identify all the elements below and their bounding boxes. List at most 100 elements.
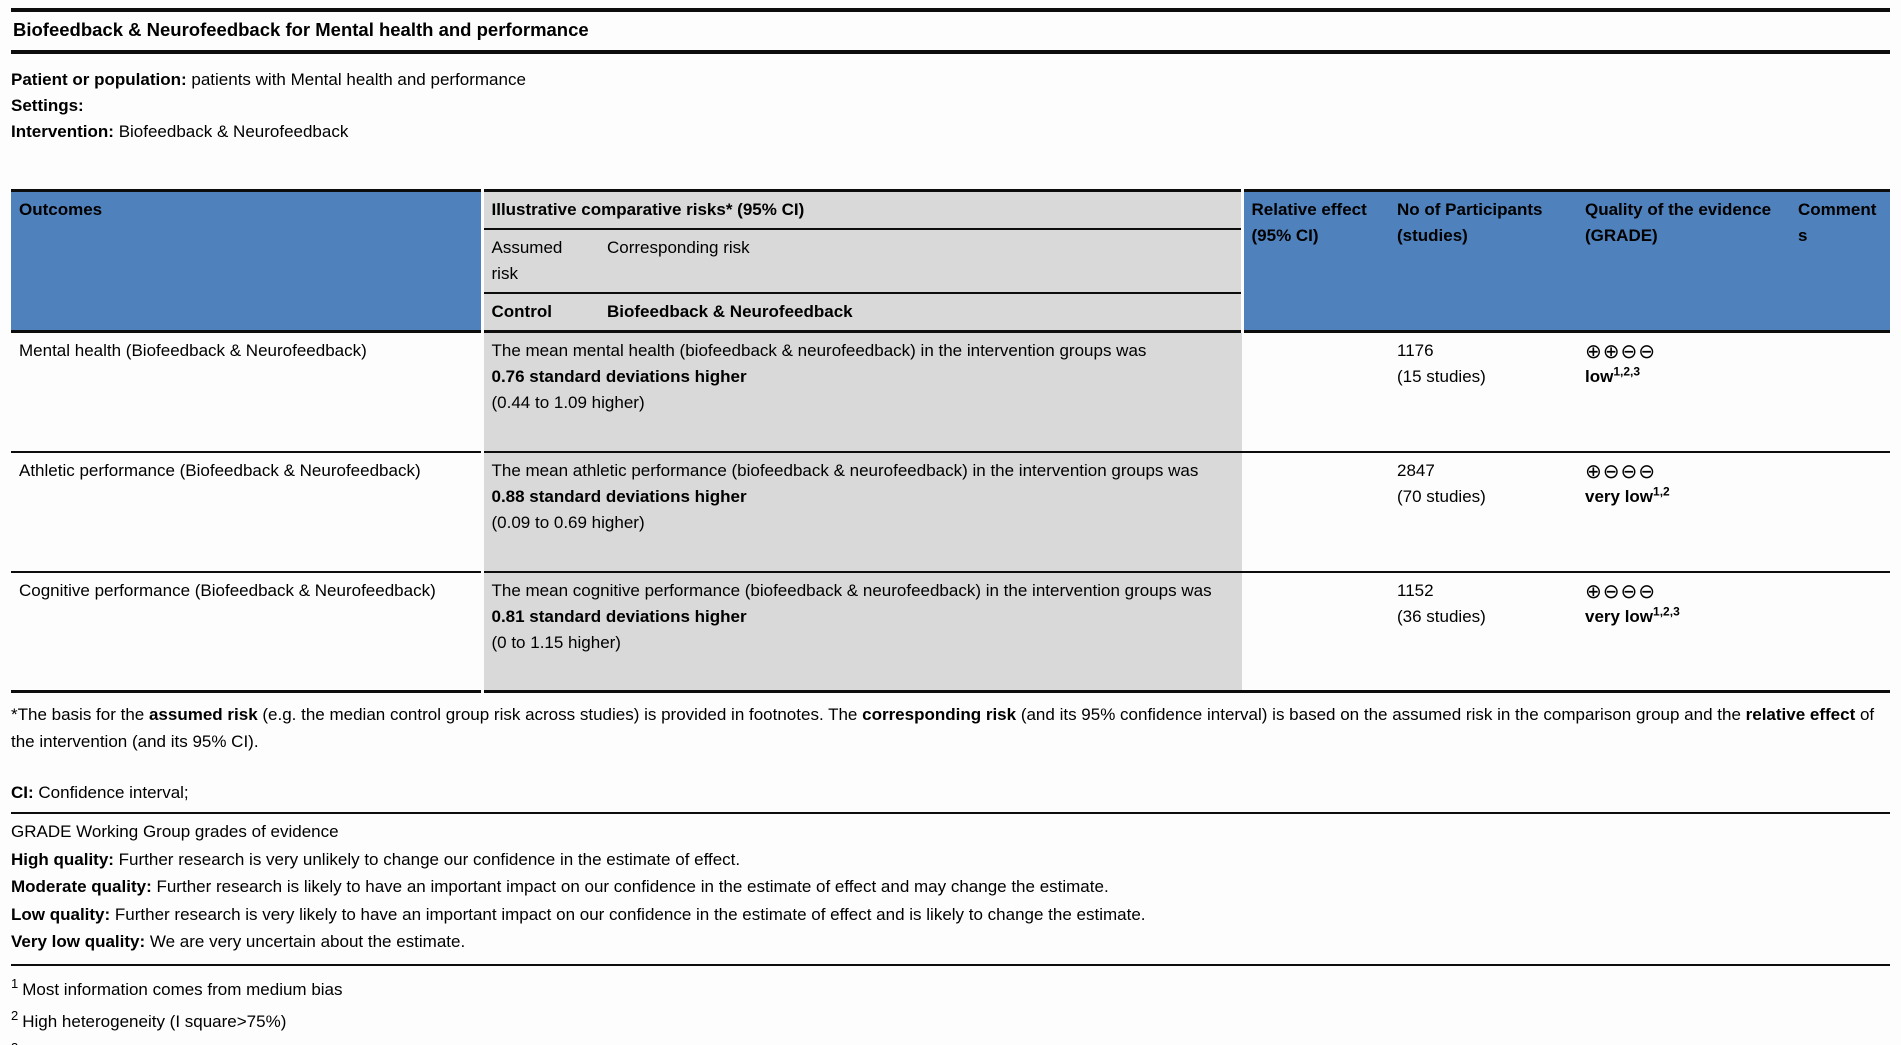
corresponding-risk-cell: The mean cognitive performance (biofeedb…	[480, 571, 1242, 692]
risk-effect: 0.88 standard deviations higher	[491, 486, 747, 506]
numbered-footnotes-block: 1 Most information comes from medium bias…	[11, 966, 1890, 1045]
footnote-text: *The basis for the	[11, 705, 149, 724]
risk-intro: The mean mental health (biofeedback & ne…	[491, 341, 1147, 360]
intervention-value: Biofeedback & Neurofeedback	[118, 122, 349, 141]
footnote-number: 3	[11, 1040, 22, 1045]
column-header-participants: No of Participants (studies)	[1389, 190, 1577, 332]
participants-count: 2847	[1397, 460, 1435, 480]
grade-quality-cell: ⊕⊖⊖⊖ very low1,2,3	[1577, 572, 1790, 692]
summary-of-findings-table: Outcomes Illustrative comparative risks*…	[11, 189, 1890, 693]
grade-level-text: Further research is likely to have an im…	[151, 877, 1109, 896]
subheader-assumed-risk: Assumed risk	[480, 229, 599, 294]
column-header-comments: Comments	[1790, 190, 1890, 332]
ci-label: CI:	[11, 783, 34, 802]
studies-count: (70 studies)	[1397, 486, 1486, 506]
grade-footnote-refs: 1,2,3	[1653, 603, 1680, 618]
column-header-quality: Quality of the evidence (GRADE)	[1577, 190, 1790, 332]
grade-level-label: High quality:	[11, 849, 114, 869]
grade-label: very low1,2	[1585, 483, 1670, 506]
grade-footnote-refs: 1,2	[1653, 483, 1670, 498]
divider	[11, 812, 1890, 814]
grade-definition-line: Moderate quality: Further research is li…	[11, 873, 1890, 901]
sof-table-page: Biofeedback & Neurofeedback for Mental h…	[0, 8, 1901, 1045]
relative-effect-cell	[1242, 332, 1389, 452]
population-settings-block: Patient or population: patients with Men…	[11, 67, 1890, 145]
relative-effect-cell	[1242, 452, 1389, 572]
participants-count: 1152	[1397, 580, 1434, 600]
corresponding-risk-cell: The mean mental health (biofeedback & ne…	[480, 331, 1242, 452]
risk-ci: (0.44 to 1.09 higher)	[491, 393, 645, 412]
divider	[11, 8, 1890, 12]
intervention-line: Intervention: Biofeedback & Neurofeedbac…	[11, 119, 1890, 145]
participants-count: 1176	[1397, 341, 1434, 360]
table-row: Cognitive performance (Biofeedback & Neu…	[11, 571, 1890, 692]
grade-level-label: Low quality:	[11, 904, 111, 924]
studies-count: (36 studies)	[1397, 606, 1486, 626]
footnote-text: (and its 95% confidence interval) is bas…	[1016, 705, 1746, 724]
risk-intro: The mean cognitive performance (biofeedb…	[491, 580, 1212, 600]
risk-effect: 0.76 standard deviations higher	[491, 367, 747, 386]
patient-population-value: patients with Mental health and performa…	[191, 70, 526, 89]
grade-definitions-block: GRADE Working Group grades of evidence H…	[11, 814, 1890, 964]
settings-label: Settings:	[11, 96, 84, 115]
risk-ci: (0.09 to 0.69 higher)	[491, 512, 645, 532]
grade-level-text: Further research is very unlikely to cha…	[113, 849, 741, 869]
page-title: Biofeedback & Neurofeedback for Mental h…	[13, 19, 589, 40]
intervention-label: Intervention:	[11, 122, 114, 141]
risk-effect: 0.81 standard deviations higher	[491, 606, 747, 626]
patient-population-line: Patient or population: patients with Men…	[11, 67, 1890, 93]
footnote-text: Most information comes from medium bias	[22, 979, 343, 999]
patient-population-label: Patient or population:	[11, 70, 187, 89]
grade-footnote-refs: 1,2,3	[1613, 364, 1641, 379]
table-row: Mental health (Biofeedback & Neurofeedba…	[11, 331, 1890, 452]
footnote-number: 2	[11, 1007, 19, 1023]
risk-intro: The mean athletic performance (biofeedba…	[491, 460, 1199, 480]
grade-label: very low1,2,3	[1585, 603, 1680, 626]
outcome-name: Athletic performance (Biofeedback & Neur…	[19, 460, 421, 480]
outcome-name: Mental health (Biofeedback & Neurofeedba…	[19, 341, 367, 360]
divider	[11, 50, 1890, 54]
footnote-text: High heterogeneity (I square>75%)	[22, 1011, 287, 1031]
footnote-text: (e.g. the median control group risk acro…	[257, 705, 863, 724]
grade-quality-cell: ⊕⊕⊖⊖ low1,2,3	[1577, 332, 1790, 452]
footnote-bold-term: corresponding risk	[862, 705, 1017, 724]
grade-quality-cell: ⊕⊖⊖⊖ very low1,2	[1577, 452, 1790, 572]
grade-symbols: ⊕⊕⊖⊖	[1585, 339, 1657, 363]
grade-label: low1,2,3	[1585, 364, 1641, 386]
comments-cell	[1790, 572, 1890, 692]
footnote-bold-term: relative effect	[1745, 705, 1856, 724]
grade-level-text: Further research is very likely to have …	[110, 904, 1146, 924]
corresponding-risk-cell: The mean athletic performance (biofeedba…	[480, 451, 1242, 572]
table-row: Athletic performance (Biofeedback & Neur…	[11, 451, 1890, 572]
risk-ci: (0 to 1.15 higher)	[491, 632, 621, 652]
footnote-line: 2 High heterogeneity (I square>75%)	[11, 1004, 1890, 1036]
relative-effect-cell	[1242, 572, 1389, 692]
grade-definition-line: Low quality: Further research is very li…	[11, 901, 1890, 929]
footnote-text: of the intervention (and its 95% CI).	[11, 705, 1875, 751]
divider	[11, 963, 1890, 966]
participants-cell: 2847 (70 studies)	[1389, 452, 1577, 572]
footnote-line: 3Small sample size	[11, 1036, 1890, 1045]
grade-definition-line: High quality: Further research is very u…	[11, 846, 1890, 874]
footnote-bold-term: assumed risk	[148, 705, 258, 724]
grade-heading: GRADE Working Group grades of evidence	[11, 822, 339, 841]
footnote-line: 1 Most information comes from medium bias	[11, 972, 1890, 1004]
table-header: Outcomes Illustrative comparative risks*…	[11, 190, 1890, 332]
participants-cell: 1152 (36 studies)	[1389, 572, 1577, 692]
studies-count: (15 studies)	[1397, 367, 1486, 386]
grade-symbols: ⊕⊖⊖⊖	[1585, 458, 1657, 483]
title-band: Biofeedback & Neurofeedback for Mental h…	[11, 8, 1890, 54]
assumed-risk-footnote: *The basis for the assumed risk (e.g. th…	[11, 701, 1890, 755]
subheader-control: Control	[480, 293, 599, 332]
grade-level-text: We are very uncertain about the estimate…	[145, 932, 466, 951]
outcome-name: Cognitive performance (Biofeedback & Neu…	[19, 580, 436, 600]
comments-cell	[1790, 452, 1890, 572]
grade-symbols: ⊕⊖⊖⊖	[1585, 578, 1657, 603]
footnote-text: Small sample size	[22, 1044, 159, 1045]
comments-cell	[1790, 332, 1890, 452]
subheader-corresponding-risk: Corresponding risk	[599, 229, 1242, 294]
ci-text: Confidence interval;	[33, 783, 189, 802]
subheader-intervention: Biofeedback & Neurofeedback	[599, 293, 1242, 332]
grade-level-label: Very low quality:	[11, 932, 146, 951]
settings-line: Settings:	[11, 93, 1890, 119]
